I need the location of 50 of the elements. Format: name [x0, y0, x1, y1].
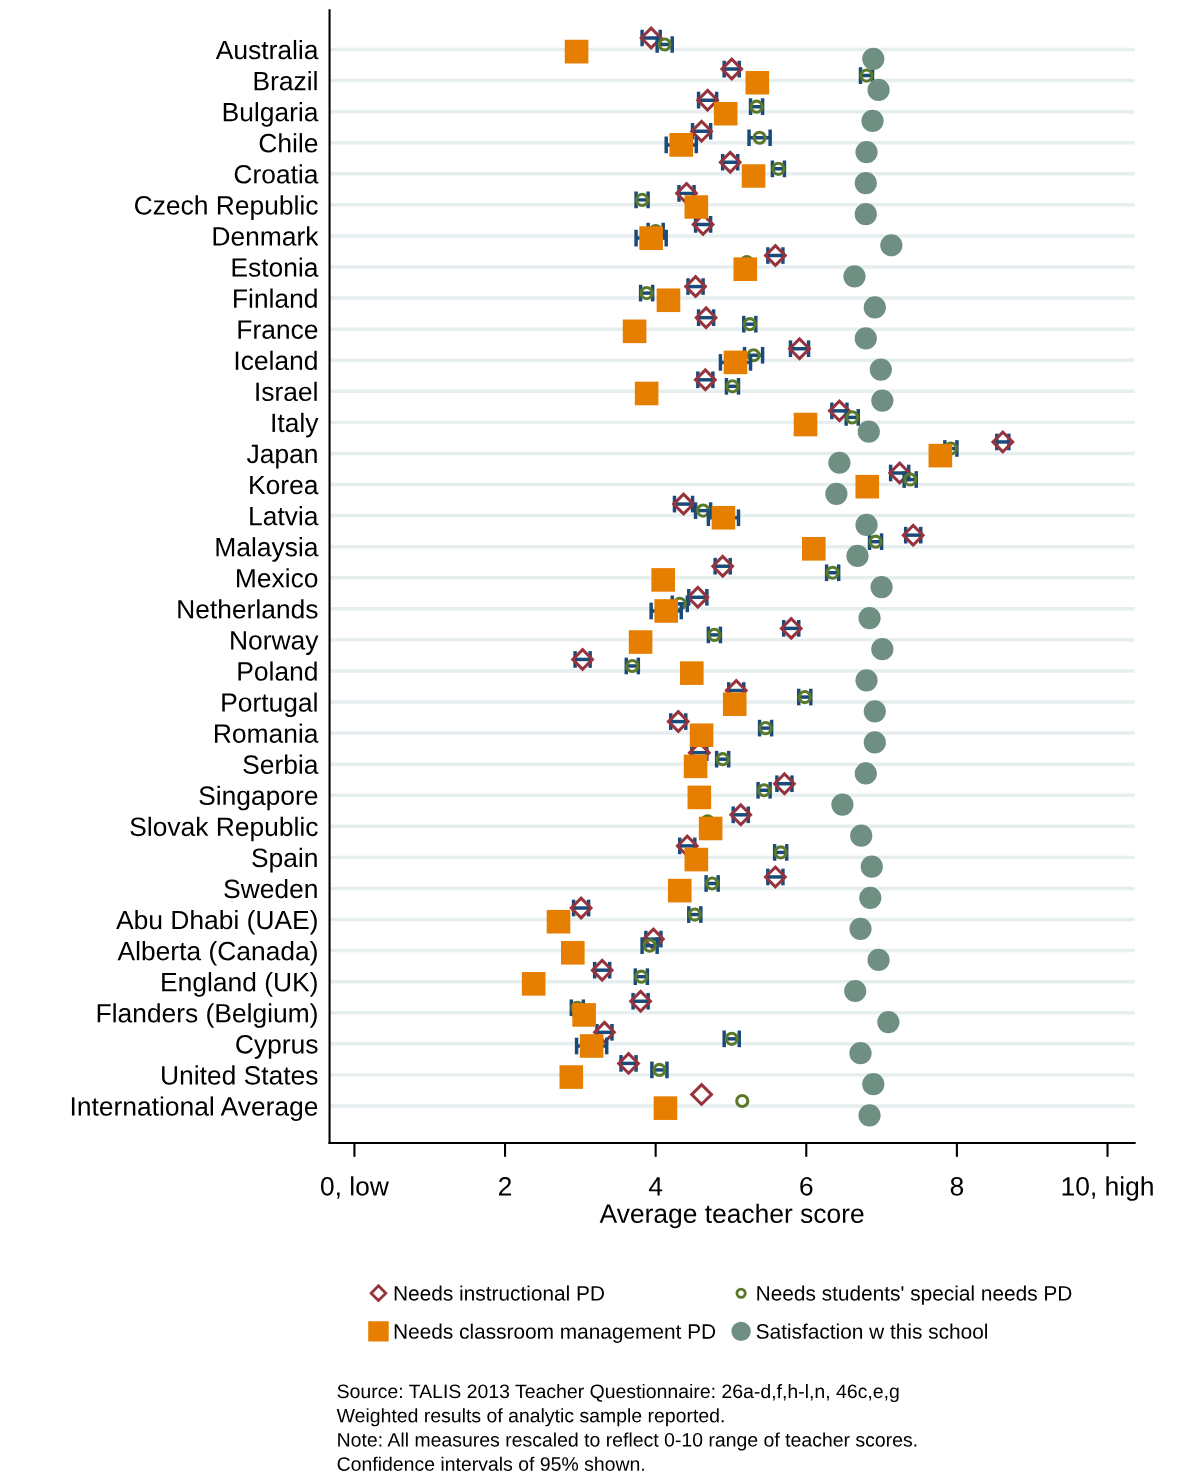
x-tick-label: 2 [499, 1176, 512, 1196]
y-tick-label: Estonia [232, 257, 319, 277]
y-tick-label: United States [162, 1065, 318, 1085]
y-tick-label: Mexico [237, 568, 318, 588]
y-tick-label: Portugal [222, 692, 317, 718]
y-tick-label: Flanders (Belgium) [97, 1003, 317, 1028]
y-tick-label: Bulgaria [223, 102, 319, 127]
y-tick-label: Singapore [199, 785, 318, 811]
legend-label: Satisfaction w this school [756, 1323, 988, 1339]
x-tick-label: 8 [950, 1176, 964, 1196]
x-tick-label: 4 [648, 1177, 663, 1196]
y-tick-label: Korea [250, 475, 319, 495]
y-tick-label: Denmark [213, 226, 319, 246]
legend-label: Needs students' special needs PD [757, 1285, 1072, 1305]
text: Weighted results of analytic sample reported. [336, 1408, 724, 1427]
y-tick-label: Cyprus [236, 1034, 318, 1059]
legend-label: Needs classroom management PD [394, 1323, 716, 1343]
y-tick-label: Brazil [254, 71, 317, 91]
x-axis-title: Average teacher score [599, 1203, 864, 1229]
legend-label: Needs instructional PD [394, 1285, 604, 1301]
y-tick-label: Chile [259, 133, 318, 153]
y-tick-label: Japan [246, 444, 317, 469]
x-tick-label: 0, low [320, 1176, 389, 1199]
y-tick-label: Netherlands [178, 599, 318, 619]
y-tick-label: Croatia [234, 164, 319, 184]
x-tick-label: 10, high [1062, 1176, 1153, 1201]
text: Note: All measures rescaled to reflect 0-10 range of teacher scores. [338, 1432, 917, 1451]
y-tick-label: Serbia [243, 754, 319, 774]
y-tick-label: Alberta (Canada) [117, 941, 317, 966]
source-note: Source: TALIS 2013 Teacher Questionnaire: 26a-d,f,h-l,n, 46c,e,g [337, 1383, 899, 1403]
y-tick-label: Czech Republic [134, 195, 318, 220]
y-tick-label: Spain [252, 847, 317, 873]
y-tick-label: International Average [71, 1096, 318, 1121]
y-tick-label: Latvia [250, 506, 319, 526]
y-tick-label: Sweden [224, 878, 317, 899]
y-tick-label: Poland [238, 661, 317, 681]
y-tick-label: Finland [234, 288, 317, 308]
y-tick-label: France [238, 320, 318, 339]
y-tick-label: Australia [215, 39, 319, 60]
y-tick-label: Abu Dhabi (UAE) [116, 909, 317, 935]
y-tick-label: Iceland [235, 350, 317, 371]
text: Confidence intervals of 95% shown. [337, 1456, 644, 1471]
y-tick-label: Malaysia [216, 537, 319, 562]
y-tick-label: Israel [256, 381, 317, 402]
y-tick-label: Norway [231, 631, 319, 655]
y-tick-label: Slovak Republic [130, 816, 318, 842]
y-tick-label: Italy [272, 412, 319, 438]
y-tick-label: Romania [215, 723, 319, 743]
x-tick-label: 6 [800, 1176, 813, 1196]
y-tick-label: England (UK) [162, 972, 317, 997]
